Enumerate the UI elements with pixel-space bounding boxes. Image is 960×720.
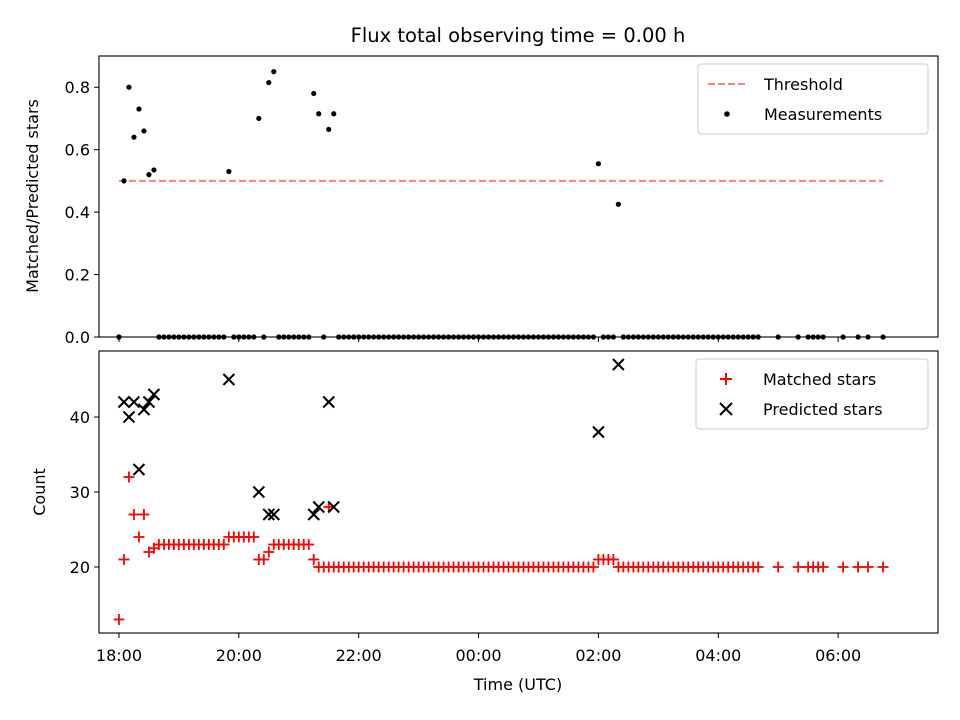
bottom-legend-box [695, 358, 929, 430]
top-panel: Flux total observing time = 0.00 h Match… [23, 24, 939, 347]
matched-star-marker [772, 561, 784, 573]
top-y-tick-label: 0.2 [65, 266, 90, 285]
x-axis-label: Time (UTC) [473, 675, 562, 694]
measurement-point [331, 111, 337, 117]
matched-star-marker [308, 554, 320, 565]
matched-star-marker [133, 531, 145, 543]
matched-star-marker [587, 561, 599, 573]
bottom-panel: Count Time (UTC) 20 30 40 18:00 20:00 22:00 00… [30, 350, 939, 694]
bottom-marks [113, 358, 889, 625]
measurement-point [151, 167, 157, 173]
bottom-y-tick-label: 30 [70, 483, 90, 502]
predicted-star-marker [122, 410, 136, 424]
legend-threshold-label: Threshold [763, 75, 843, 94]
matched-star-marker [303, 539, 315, 550]
predicted-star-marker [262, 508, 276, 521]
matched-star-marker [607, 554, 619, 565]
predicted-star-marker [612, 358, 625, 371]
matched-star-marker [263, 546, 275, 558]
predicted-star-marker [117, 395, 131, 409]
top-frame [98, 55, 939, 338]
matched-star-marker [218, 539, 230, 550]
matched-star-marker [837, 561, 849, 573]
predicted-star-marker [252, 485, 266, 499]
bottom-y-axis-label: Count [30, 468, 49, 516]
measurement-point [271, 69, 277, 75]
top-y-tick-label: 0.8 [65, 78, 90, 97]
measurement-point [136, 106, 142, 112]
predicted-star-marker [322, 395, 335, 409]
bottom-axes: 20 30 40 18:00 20:00 22:00 00:00 02:00 04:00 06:0… [70, 350, 939, 665]
matched-star-marker [118, 554, 130, 565]
bottom-y-tick-label: 20 [70, 558, 90, 577]
top-legend: Threshold Measurements [697, 63, 929, 135]
measurement-point [141, 128, 147, 134]
predicted-star-marker [142, 395, 156, 409]
top-axes: 0.0 0.2 0.4 0.6 0.8 [65, 55, 939, 347]
predicted-star-marker [327, 500, 340, 514]
matched-star-marker [113, 614, 125, 625]
matched-star-marker [258, 554, 270, 565]
top-y-axis-label: Matched/Predicted stars [23, 99, 42, 293]
top-legend-box [697, 63, 929, 135]
measurement-point [316, 111, 322, 117]
predicted-star-marker [132, 463, 146, 476]
matched-star-marker [248, 531, 260, 543]
predicted-star-marker [267, 508, 280, 521]
legend-matched-label: Matched stars [763, 370, 876, 389]
measurement-point [595, 161, 602, 167]
measurement-point [146, 172, 152, 178]
bottom-x-tick-label: 22:00 [336, 646, 382, 665]
matched-star-marker [817, 561, 829, 573]
legend-predicted-swatch [719, 402, 733, 416]
bottom-x-tick-label: 06:00 [815, 646, 861, 665]
matched-star-marker [123, 471, 135, 483]
top-y-tick-label: 0.6 [65, 141, 90, 160]
bottom-x-tick-label: 02:00 [575, 646, 621, 665]
top-y-tick-label: 0.0 [65, 328, 90, 347]
measurement-point [256, 115, 262, 122]
bottom-x-tick-label: 20:00 [216, 646, 262, 665]
matched-star-marker [852, 561, 864, 573]
predicted-star-marker [147, 388, 161, 401]
bottom-x-tick-label: 04:00 [695, 646, 741, 665]
matched-star-marker [138, 509, 150, 520]
predicted-star-marker [312, 500, 325, 514]
bottom-x-tick-label: 00:00 [455, 646, 501, 665]
bottom-y-tick-label: 40 [70, 408, 90, 427]
chart-title: Flux total observing time = 0.00 h [351, 24, 686, 47]
legend-measurements-label: Measurements [764, 105, 882, 124]
predicted-star-marker [137, 403, 151, 416]
top-y-tick-label: 0.4 [65, 203, 90, 222]
predicted-star-marker [307, 508, 320, 521]
legend-matched-swatch [720, 373, 732, 385]
matched-star-marker [862, 561, 874, 573]
measurement-point [326, 126, 332, 132]
measurement-point [131, 134, 137, 140]
measurement-point [311, 90, 317, 97]
bottom-legend: Matched stars Predicted stars [695, 358, 929, 430]
measurement-point [266, 79, 272, 86]
legend-predicted-label: Predicted stars [763, 400, 883, 419]
predicted-star-marker [127, 395, 141, 409]
measurement-point [226, 168, 232, 175]
matched-star-marker [128, 509, 140, 520]
measurement-point [126, 84, 132, 90]
measurement-point [121, 178, 127, 184]
predicted-star-marker [592, 425, 605, 439]
matched-star-marker [752, 561, 764, 573]
predicted-star-marker [222, 373, 236, 386]
bottom-x-tick-label: 18:00 [96, 646, 142, 665]
matched-star-marker [792, 561, 804, 573]
measurement-point [615, 201, 621, 207]
legend-measurements-swatch [724, 111, 730, 117]
matched-star-marker [877, 561, 889, 573]
